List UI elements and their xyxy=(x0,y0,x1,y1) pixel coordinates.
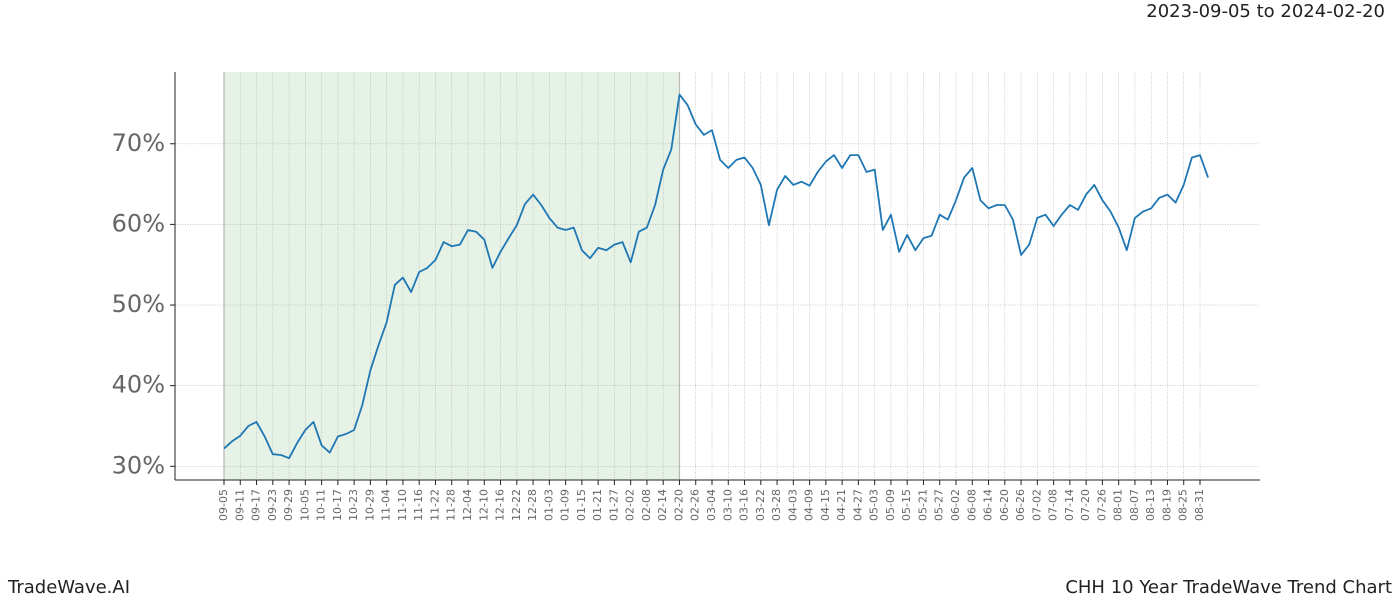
x-tick-label: 05-09 xyxy=(884,489,897,521)
x-tick-label: 07-20 xyxy=(1079,489,1092,521)
x-tick-label: 08-19 xyxy=(1160,489,1173,521)
x-tick-label: 05-27 xyxy=(933,489,946,521)
x-tick-label: 02-14 xyxy=(656,489,669,521)
y-tick-label: 60% xyxy=(112,209,165,237)
x-tick-label: 07-02 xyxy=(1030,489,1043,521)
x-tick-label: 07-26 xyxy=(1095,489,1108,521)
y-tick-label: 40% xyxy=(112,371,165,399)
x-tick-label: 09-17 xyxy=(250,489,263,521)
x-tick-label: 12-28 xyxy=(526,489,539,521)
x-tick-label: 10-29 xyxy=(363,489,376,521)
x-tick-label: 11-22 xyxy=(428,489,441,521)
x-tick-label: 12-22 xyxy=(510,489,523,521)
x-tick-label: 10-11 xyxy=(315,489,328,521)
x-tick-label: 11-16 xyxy=(412,489,425,521)
plot-area: 30% 40% 50% 60% 70% 09-05 09-11 09-17 09-23 09-29… xyxy=(112,72,1260,521)
x-tick-label: 10-23 xyxy=(347,489,360,521)
date-range: 2023-09-05 to 2024-02-20 xyxy=(1146,1,1385,22)
highlight-region xyxy=(224,72,680,480)
x-tick-label: 08-25 xyxy=(1177,489,1190,521)
x-tick-label: 04-27 xyxy=(851,489,864,521)
x-tick-label: 08-01 xyxy=(1112,489,1125,521)
x-tick-label: 03-04 xyxy=(705,489,718,521)
x-tick-label: 08-07 xyxy=(1128,489,1141,521)
x-tick-label: 04-21 xyxy=(835,489,848,521)
x-tick-label: 09-23 xyxy=(266,489,279,521)
x-tick-label: 07-08 xyxy=(1047,489,1060,521)
x-tick-label: 12-10 xyxy=(477,489,490,521)
x-tick-label: 02-08 xyxy=(640,489,653,521)
x-tick-label: 06-08 xyxy=(965,489,978,521)
x-tick-label: 02-02 xyxy=(624,489,637,521)
x-tick-label: 04-15 xyxy=(819,489,832,521)
x-tick-label: 11-28 xyxy=(445,489,458,521)
x-tick-label: 01-27 xyxy=(607,489,620,521)
brand: TradeWave.AI xyxy=(7,577,130,598)
x-tick-label: 12-04 xyxy=(461,489,474,521)
y-tick-label: 70% xyxy=(112,129,165,157)
trend-line xyxy=(223,93,1209,460)
x-tick-label: 10-17 xyxy=(331,489,344,521)
x-tick-label: 01-09 xyxy=(559,489,572,521)
chart-title: CHH 10 Year TradeWave Trend Chart xyxy=(1065,577,1392,598)
x-tick-label: 04-09 xyxy=(803,489,816,521)
x-tick-label: 09-29 xyxy=(282,489,295,521)
x-tick-label: 06-26 xyxy=(1014,489,1027,521)
x-tick-label: 03-22 xyxy=(754,489,767,521)
x-tick-label: 06-14 xyxy=(982,489,995,521)
x-tick-label: 08-31 xyxy=(1193,489,1206,521)
x-tick-label: 01-21 xyxy=(591,489,604,521)
y-tick-label: 30% xyxy=(112,451,165,479)
x-tick-label: 07-14 xyxy=(1063,489,1076,521)
y-tick-label: 50% xyxy=(112,290,165,318)
x-tick-label: 05-03 xyxy=(868,489,881,521)
x-tick-label: 01-03 xyxy=(542,489,555,521)
x-tick-label: 05-15 xyxy=(900,489,913,521)
x-tick-label: 02-20 xyxy=(672,489,685,521)
x-tick-label: 02-26 xyxy=(689,489,702,521)
x-tick-label: 11-10 xyxy=(396,489,409,521)
x-tick-label: 03-10 xyxy=(721,489,734,521)
x-tick-label: 04-03 xyxy=(786,489,799,521)
x-tick-label: 12-16 xyxy=(494,489,507,521)
x-tick-label: 10-05 xyxy=(298,489,311,521)
x-tick-label: 08-13 xyxy=(1144,489,1157,521)
x-tick-label: 11-04 xyxy=(380,489,393,521)
x-tick-label: 06-02 xyxy=(949,489,962,521)
x-tick-label: 06-20 xyxy=(998,489,1011,521)
x-tick-label: 03-16 xyxy=(738,489,751,521)
x-tick-label: 01-15 xyxy=(575,489,588,521)
x-tick-label: 09-05 xyxy=(217,489,230,521)
x-tick-label: 03-28 xyxy=(770,489,783,521)
x-tick-label: 05-21 xyxy=(916,489,929,521)
x-tick-label: 09-11 xyxy=(233,489,246,521)
